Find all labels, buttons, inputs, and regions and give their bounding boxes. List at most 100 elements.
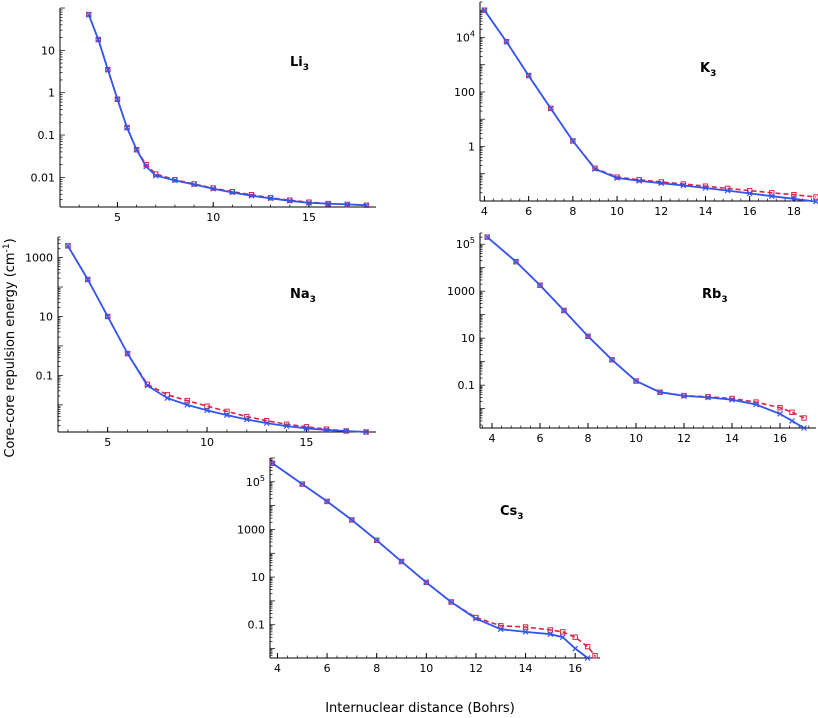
- red-data-point: [777, 404, 783, 411]
- x-tick-label: 16: [568, 662, 582, 675]
- y-axis-title: Core-core repulsion energy (cm-1): [2, 238, 18, 457]
- red-data-point: [481, 7, 488, 13]
- blue-data-point: [547, 105, 554, 112]
- x-tick-label: 4: [489, 432, 496, 445]
- red-data-point: [65, 243, 71, 249]
- blue-data-point: [171, 177, 178, 184]
- blue-data-point: [702, 185, 709, 191]
- blue-data-point: [746, 190, 753, 197]
- red-data-point: [729, 395, 735, 402]
- blue-data-point: [114, 96, 121, 103]
- panel-label: Rb3: [702, 287, 728, 305]
- red-data-point: [513, 259, 519, 265]
- red-series-line: [483, 9, 817, 198]
- blue-data-point: [705, 394, 711, 401]
- x-tick-label: 10: [200, 436, 214, 449]
- blue-data-point: [614, 175, 620, 181]
- y-tick-label: 100: [454, 86, 475, 99]
- panel-label: Li3: [290, 55, 309, 73]
- y-axis-title-sup: -1: [2, 243, 12, 252]
- panel-label: Na3: [290, 287, 316, 305]
- blue-data-point: [768, 193, 775, 200]
- red-data-point: [164, 392, 171, 398]
- blue-data-point: [473, 615, 479, 622]
- x-tick-label: 8: [373, 662, 380, 675]
- red-data-point: [609, 357, 615, 363]
- red-data-point: [525, 72, 532, 79]
- y-tick-label: 0.1: [248, 619, 266, 632]
- x-axis-title: Internuclear distance (Bohrs): [325, 701, 515, 716]
- red-data-point: [813, 194, 818, 200]
- blue-data-point: [537, 282, 543, 289]
- y-tick-label: 1000: [447, 285, 475, 298]
- x-tick-label: 8: [569, 205, 576, 218]
- x-tick-label: 5: [114, 211, 121, 224]
- y-tick-label: 10: [461, 332, 475, 345]
- x-tick-label: 12: [654, 205, 668, 218]
- x-tick-label: 10: [610, 205, 624, 218]
- blue-data-point: [729, 396, 735, 403]
- x-tick-label: 15: [302, 211, 316, 224]
- red-data-point: [658, 179, 664, 185]
- red-data-point: [561, 307, 567, 314]
- red-data-point: [769, 190, 775, 196]
- y-tick-label: 105: [246, 474, 265, 489]
- red-data-point: [633, 378, 639, 384]
- red-data-point: [537, 282, 543, 288]
- y-axis-title-text: Core-core repulsion energy (cm: [3, 252, 18, 457]
- x-tick-label: 16: [743, 205, 757, 218]
- blue-data-point: [585, 333, 591, 340]
- red-data-point: [570, 138, 576, 144]
- x-tick-label: 14: [519, 662, 533, 675]
- x-tick-label: 8: [585, 432, 592, 445]
- blue-data-point: [522, 628, 529, 635]
- red-series-line: [272, 462, 596, 657]
- blue-data-point: [229, 189, 236, 196]
- blue-data-point: [561, 307, 567, 314]
- blue-data-point: [569, 137, 576, 144]
- y-tick-label: 10: [39, 311, 53, 324]
- blue-data-point: [503, 38, 510, 45]
- x-tick-label: 6: [525, 205, 532, 218]
- y-tick-label: 0.1: [36, 369, 54, 382]
- blue-data-point: [398, 558, 405, 565]
- x-tick-label: 10: [419, 662, 433, 675]
- x-tick-label: 14: [725, 432, 739, 445]
- red-data-point: [592, 652, 598, 659]
- blue-data-point: [657, 389, 663, 396]
- red-data-point: [224, 408, 230, 415]
- y-tick-label: 10: [41, 44, 55, 57]
- red-data-point: [560, 629, 566, 635]
- x-tick-label: 10: [206, 211, 220, 224]
- blue-data-point: [681, 392, 687, 399]
- blue-data-point: [790, 195, 797, 202]
- red-data-point: [592, 165, 598, 171]
- blue-series-line: [87, 14, 367, 207]
- blue-data-point: [95, 36, 102, 43]
- blue-data-point: [448, 599, 455, 605]
- blue-data-point: [323, 427, 330, 433]
- red-data-point: [498, 623, 504, 629]
- blue-data-point: [104, 66, 111, 73]
- blue-data-point: [267, 195, 274, 202]
- y-tick-label: 0.1: [458, 379, 476, 392]
- y-tick-label: 105: [456, 236, 475, 251]
- blue-data-point: [306, 199, 312, 206]
- y-tick-label: 0.01: [31, 171, 56, 184]
- panel-na3: 5 10 15 1000 10 0.1 Na3: [25, 236, 376, 449]
- y-tick-label: 0.1: [38, 129, 56, 142]
- blue-data-point: [497, 626, 504, 633]
- red-series-line: [87, 14, 367, 206]
- blue-data-point: [184, 401, 191, 408]
- blue-data-point: [584, 655, 591, 661]
- blue-data-point: [204, 407, 210, 414]
- blue-data-point: [658, 180, 665, 187]
- blue-data-point: [263, 420, 270, 427]
- blue-data-point: [325, 200, 332, 207]
- blue-data-point: [303, 425, 310, 432]
- blue-data-point: [286, 197, 293, 204]
- blue-data-point: [210, 185, 217, 192]
- blue-data-point: [164, 395, 171, 402]
- blue-data-point: [777, 410, 783, 417]
- x-tick-label: 6: [537, 432, 544, 445]
